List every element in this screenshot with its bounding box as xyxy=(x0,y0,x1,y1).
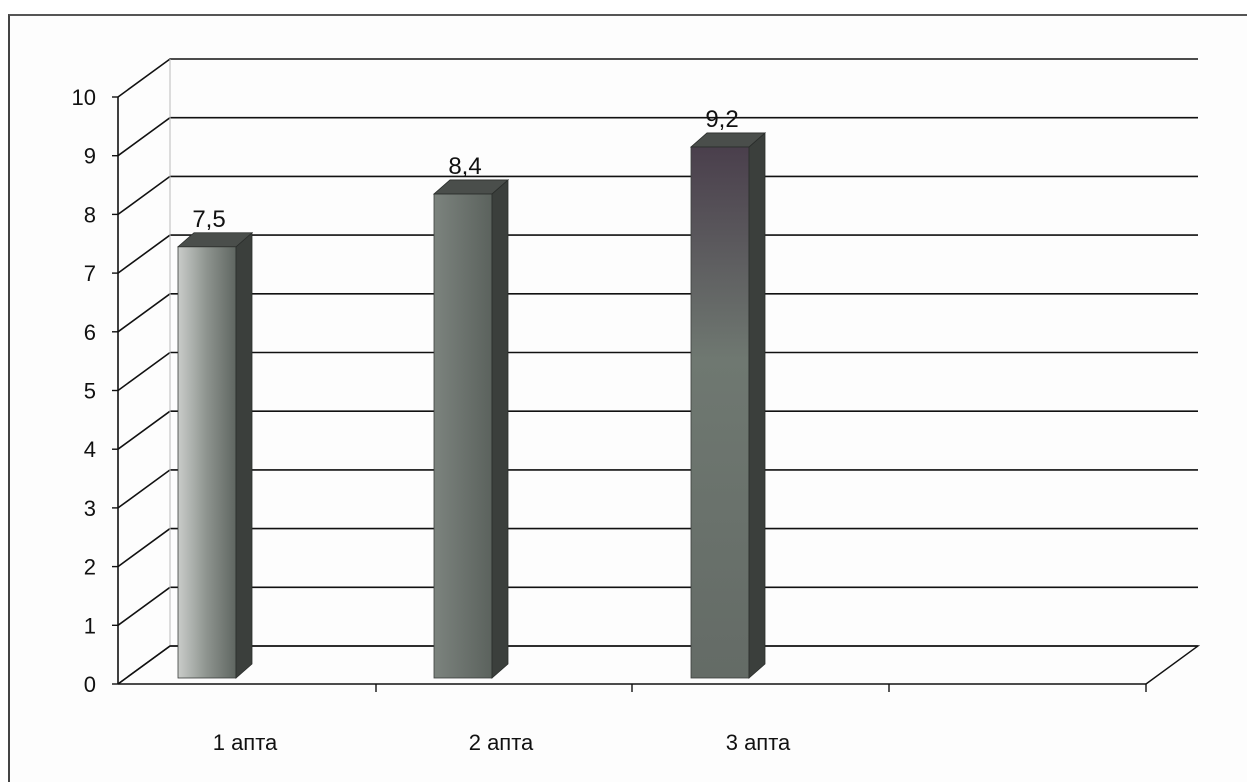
bars-layer xyxy=(176,132,767,679)
gridline xyxy=(117,645,1198,685)
gridline xyxy=(117,351,1198,392)
gridline xyxy=(117,586,1198,626)
y-tick-label: 10 xyxy=(72,85,96,110)
x-category-label: 3 апта xyxy=(726,730,791,755)
gridline xyxy=(117,58,1198,98)
y-tick-label: 7 xyxy=(84,261,96,286)
axis-layer: 0 1 2 3 4 5 6 7 8 9 10 xyxy=(72,59,1201,697)
x-category-label: 2 апта xyxy=(469,730,534,755)
y-tick-label: 3 xyxy=(84,496,96,521)
y-tick-label: 5 xyxy=(84,379,96,404)
bar-top xyxy=(176,232,254,248)
y-tick-label: 1 xyxy=(84,613,96,638)
bar-side xyxy=(748,132,766,679)
data-label: 8,4 xyxy=(448,153,481,180)
x-category-label: 1 апта xyxy=(213,730,278,755)
bar-front xyxy=(690,146,750,679)
y-tick-label: 2 xyxy=(84,555,96,580)
bar-side xyxy=(235,231,253,679)
bar-top xyxy=(432,179,510,195)
bar-front xyxy=(433,193,493,679)
gridline xyxy=(117,175,1198,216)
gridline xyxy=(117,469,1198,509)
gridline xyxy=(117,116,1198,157)
y-tick-label: 9 xyxy=(84,144,96,169)
data-label: 7,5 xyxy=(192,206,225,233)
y-tick-label: 8 xyxy=(84,202,96,227)
bar-top xyxy=(689,132,767,148)
bar-side xyxy=(491,179,509,679)
labels-layer: 7,5 1 апта 8,4 2 апта 9,2 3 апта xyxy=(192,106,791,755)
y-tick-label: 0 xyxy=(84,672,96,697)
floor-edge xyxy=(117,645,1201,685)
gridline xyxy=(117,410,1198,450)
gridline xyxy=(117,292,1198,333)
data-label: 9,2 xyxy=(705,106,738,133)
gridline xyxy=(117,527,1198,568)
y-tick-label: 4 xyxy=(84,437,96,462)
gridline xyxy=(117,234,1198,274)
grid-layer xyxy=(117,58,1198,685)
y-tick-label: 6 xyxy=(84,320,96,345)
bar-front xyxy=(177,246,237,679)
